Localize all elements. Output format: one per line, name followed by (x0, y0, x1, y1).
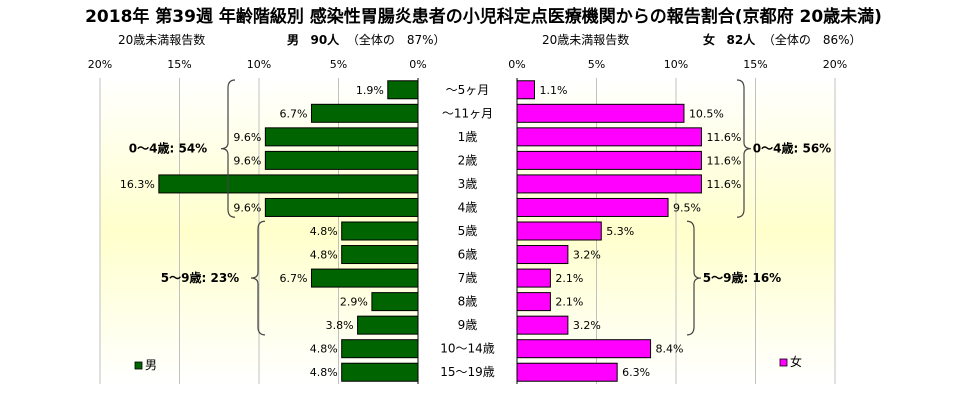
female-axis-caption: 20歳未満報告数 (542, 33, 630, 47)
age-category-label: ～5ヶ月 (446, 83, 490, 97)
male-value-label: 4.8% (310, 225, 338, 238)
male-value-label: 3.8% (326, 319, 354, 332)
female-bar (516, 197, 669, 217)
female-bar (516, 339, 652, 359)
female-bar (516, 80, 535, 100)
female-value-label: 3.2% (573, 249, 601, 262)
male-group-label: 5～9歳: 23% (161, 270, 239, 285)
female-tick-label: 10% (664, 58, 688, 71)
male-value-label: 9.6% (233, 154, 261, 167)
female-value-label: 6.3% (622, 366, 650, 379)
male-value-label: 1.9% (356, 84, 384, 97)
male-tick-label: 10% (247, 58, 271, 71)
female-header-label: 女 82人 （全体の 86%） (703, 31, 862, 48)
male-value-label: 4.8% (310, 366, 338, 379)
male-bar (310, 268, 419, 288)
age-category-label: ～11ヶ月 (442, 106, 493, 120)
female-tick-label: 20% (823, 58, 847, 71)
female-group-brace (686, 220, 702, 336)
age-category-label: 8歳 (458, 295, 478, 309)
female-legend-label: 女 (790, 354, 802, 369)
female-bar (516, 127, 702, 147)
female-value-label: 2.1% (555, 272, 583, 285)
male-tick-label: 15% (167, 58, 191, 71)
male-value-label: 6.7% (280, 107, 308, 120)
female-value-label: 3.2% (573, 319, 601, 332)
male-legend-label: 男 (145, 358, 157, 372)
male-bar (264, 150, 419, 170)
age-category-label: 4歳 (458, 200, 478, 214)
male-bar (341, 221, 419, 241)
female-bar (516, 150, 702, 170)
male-bar (341, 362, 419, 382)
age-category-label: 6歳 (458, 248, 478, 262)
male-group-brace (220, 79, 236, 218)
age-category-label: 10～14歳 (440, 342, 495, 356)
female-bar (516, 362, 618, 382)
male-bar (264, 127, 419, 147)
male-value-label: 4.8% (310, 343, 338, 356)
age-category-label: 5歳 (458, 224, 478, 238)
male-axis-caption: 20歳未満報告数 (118, 33, 206, 47)
female-tick-label: 0% (508, 58, 525, 71)
male-value-label: 6.7% (280, 272, 308, 285)
male-tick-label: 0% (409, 58, 426, 71)
male-value-label: 9.6% (233, 131, 261, 144)
male-value-label: 16.3% (120, 178, 155, 191)
female-bar (516, 103, 685, 123)
female-group-label: 5～9歳: 16% (703, 270, 781, 285)
age-category-label: 9歳 (458, 318, 478, 332)
age-category-label: 15～19歳 (440, 365, 495, 379)
age-category-label: 2歳 (458, 153, 478, 167)
male-bar (158, 174, 419, 194)
female-value-label: 2.1% (555, 296, 583, 309)
male-tick-label: 5% (330, 58, 347, 71)
chart-title: 2018年 第39週 年齢階級別 感染性胃腸炎患者の小児科定点医療機関からの報告… (85, 7, 882, 27)
female-group-label: 0～4歳: 56% (753, 141, 831, 156)
female-bar (516, 315, 569, 335)
male-bar (357, 315, 419, 335)
female-value-label: 10.5% (689, 107, 724, 120)
male-label: 男 (287, 33, 300, 47)
female-bar (516, 268, 551, 288)
male-bar (264, 197, 419, 217)
female-value-label: 1.1% (539, 84, 567, 97)
female-bar (516, 221, 602, 241)
female-value-label: 9.5% (673, 201, 701, 214)
female-share: （全体の 86%） (762, 33, 862, 47)
male-bar (387, 80, 419, 100)
male-count: 90人 (310, 33, 340, 47)
male-bar (341, 339, 419, 359)
female-group-brace (736, 79, 752, 218)
male-value-label: 9.6% (233, 201, 261, 214)
female-value-label: 8.4% (656, 343, 684, 356)
female-count: 82人 (726, 33, 756, 47)
male-share: （全体の 87%） (346, 33, 446, 47)
male-bar (371, 292, 419, 312)
female-value-label: 5.3% (606, 225, 634, 238)
male-tick-label: 20% (88, 58, 112, 71)
female-legend-swatch (779, 358, 788, 367)
age-category-label: 3歳 (458, 177, 478, 191)
age-category-label: 7歳 (458, 271, 478, 285)
male-group-label: 0～4歳: 54% (129, 141, 207, 156)
female-value-label: 11.6% (706, 178, 741, 191)
female-tick-label: 5% (588, 58, 605, 71)
male-bar (310, 103, 419, 123)
age-category-label: 1歳 (458, 130, 478, 144)
male-value-label: 4.8% (310, 249, 338, 262)
female-bar (516, 292, 551, 312)
female-value-label: 11.6% (706, 131, 741, 144)
female-label: 女 (703, 33, 716, 47)
male-group-brace (250, 220, 266, 336)
female-value-label: 11.6% (706, 154, 741, 167)
male-legend-swatch (134, 361, 143, 370)
male-value-label: 2.9% (340, 296, 368, 309)
male-header-label: 男 90人 （全体の 87%） (287, 31, 446, 48)
female-tick-label: 15% (743, 58, 767, 71)
female-bar (516, 245, 569, 265)
female-bar (516, 174, 702, 194)
male-bar (341, 245, 419, 265)
